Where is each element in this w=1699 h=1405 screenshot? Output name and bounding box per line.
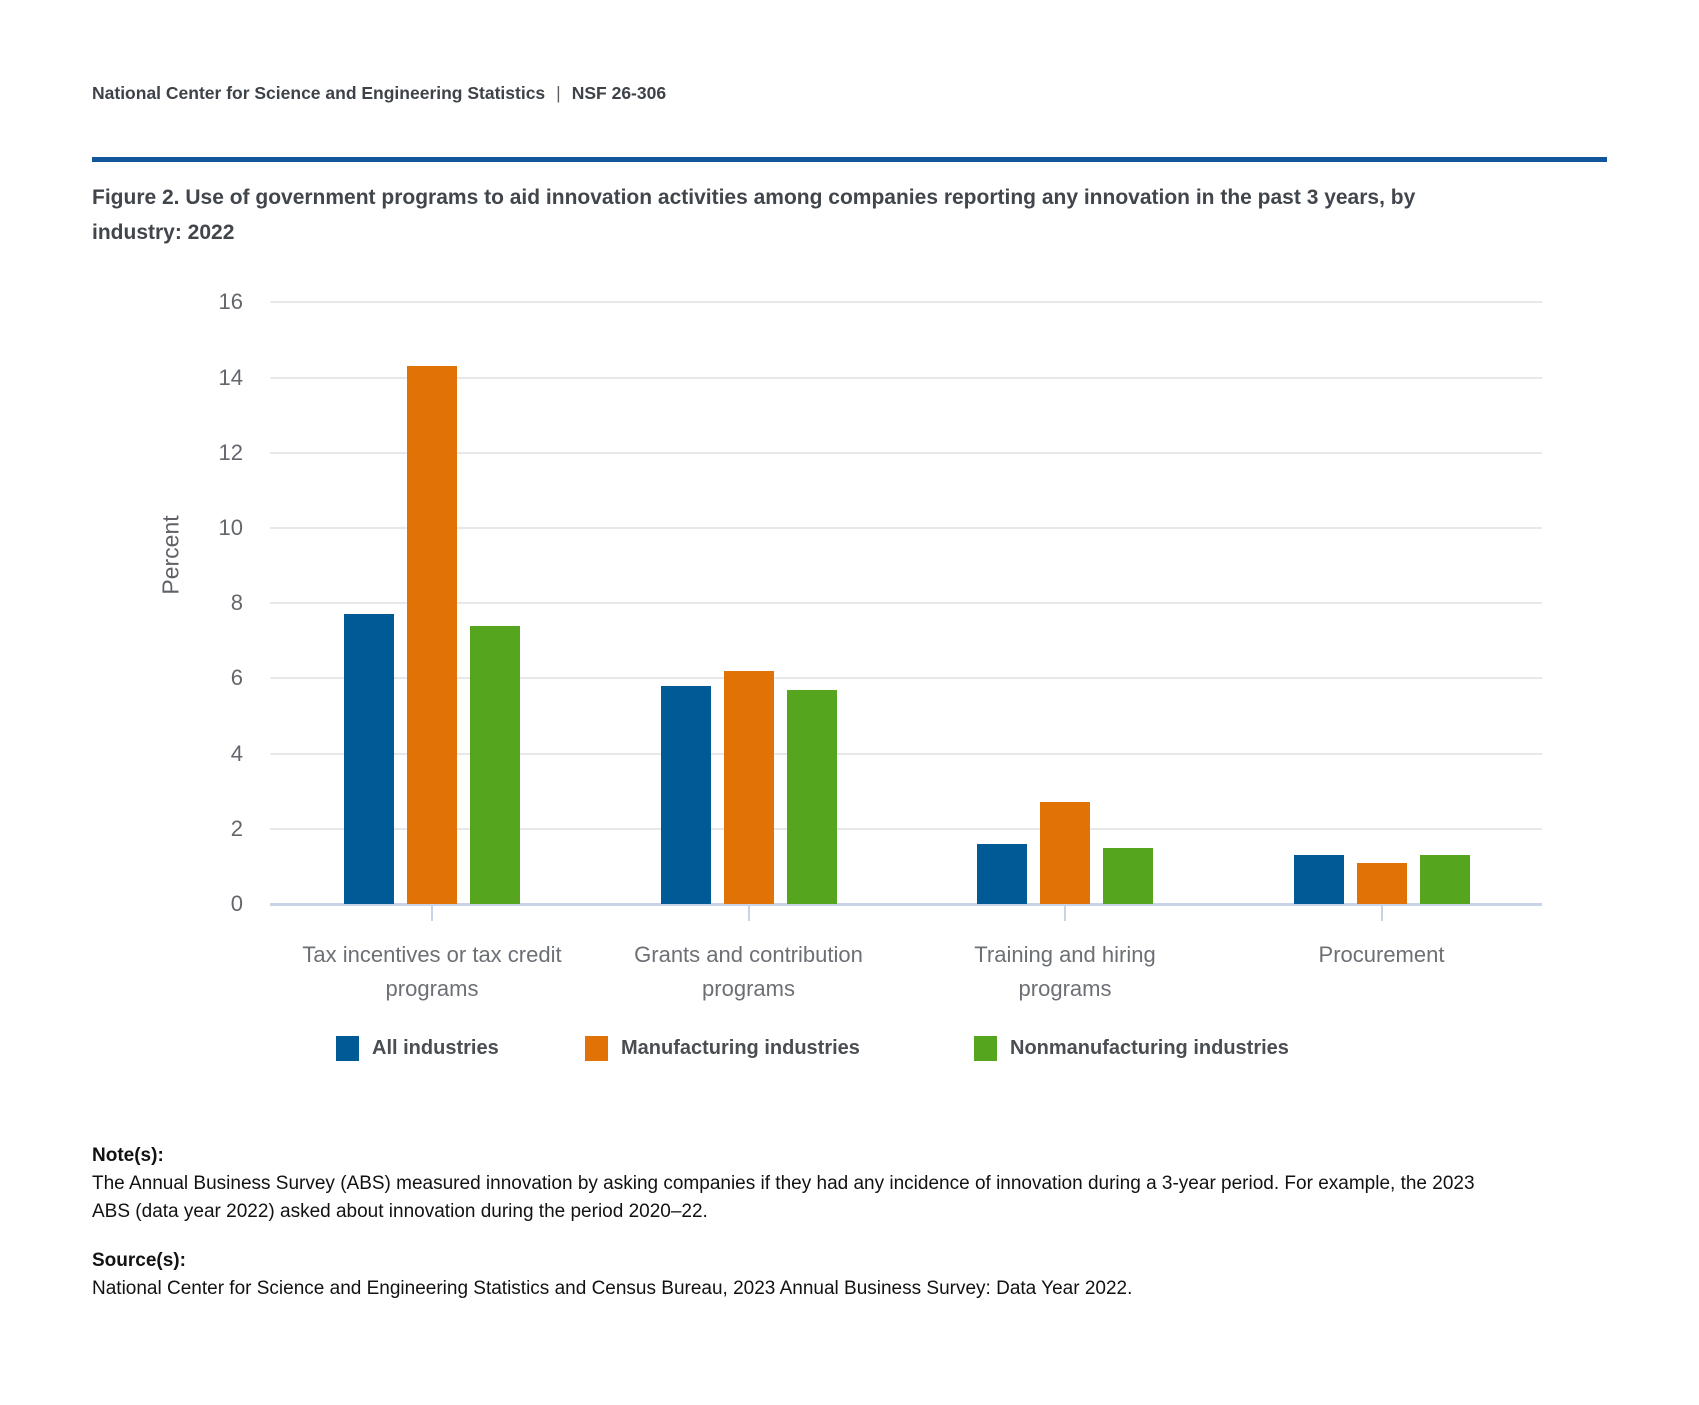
legend-label: Nonmanufacturing industries (1010, 1037, 1289, 1059)
bar-manufacturing-industries-group-3 (1040, 802, 1090, 904)
bar-all-industries-group-3 (977, 843, 1027, 904)
x-axis-category-label: Training and hiring programs (895, 938, 1235, 1006)
legend-item-manufacturing-industries: Manufacturing industries (585, 1036, 860, 1061)
x-axis-category-label-line: programs (702, 976, 795, 1001)
legend-swatch (974, 1036, 997, 1061)
x-axis-category-label: Grants and contribution programs (579, 938, 919, 1006)
bar-nonmanufacturing-industries-group-2 (786, 689, 837, 904)
source-text: National Center for Science and Engineer… (92, 1278, 1133, 1299)
x-axis-category-label-line: Grants and contribution (634, 942, 863, 967)
y-axis-title: Percent (157, 515, 184, 595)
y-axis-tick-label: 6 (230, 665, 243, 691)
y-axis-tick-label: 8 (230, 590, 243, 616)
gridline-12 (270, 451, 1542, 454)
x-axis-tick (1064, 905, 1066, 921)
bar-manufacturing-industries-group-4 (1356, 862, 1407, 904)
legend-label: Manufacturing industries (621, 1037, 860, 1059)
gridline-2 (270, 827, 1542, 830)
x-axis-tick (431, 905, 433, 921)
x-axis-tick (1380, 905, 1383, 921)
report-header: National Center for Science and Engineer… (92, 83, 666, 104)
bar-nonmanufacturing-industries-group-3 (1103, 847, 1153, 904)
figure-2-bar-chart: 0 2 4 6 8 10 12 14 16 Percent Tax incentives or ta… (157, 289, 1552, 1061)
x-axis-category-label-line: Tax incentives or tax credit (302, 942, 562, 967)
bar-all-industries-group-1 (344, 614, 394, 904)
notes-label: Note(s): (92, 1145, 164, 1166)
source-label: Source(s): (92, 1250, 186, 1271)
report-number: NSF 26-306 (571, 83, 667, 103)
bar-all-industries-group-2 (660, 685, 711, 904)
x-axis-category-label-line: Training and hiring (974, 942, 1156, 967)
bar-manufacturing-industries-group-1 (407, 366, 457, 904)
legend-swatch (336, 1036, 359, 1061)
gridline-16 (270, 301, 1542, 304)
header-accent-rule (92, 157, 1607, 162)
bar-all-industries-group-4 (1293, 855, 1344, 904)
legend-label: All industries (372, 1037, 499, 1059)
x-axis-category-label: Procurement (1212, 938, 1552, 972)
figure-title-line-2: industry: 2022 (92, 221, 235, 244)
gridline-10 (270, 527, 1542, 529)
notes-text-line-2: ABS (data year 2022) asked about innovat… (92, 1201, 708, 1222)
gridline-14 (270, 376, 1542, 379)
gridline-8 (270, 602, 1542, 605)
notes-text-line-1: The Annual Business Survey (ABS) measure… (92, 1173, 1475, 1194)
x-axis-tick (747, 905, 750, 921)
y-axis-tick-label: 16 (218, 289, 243, 315)
y-axis-tick-label: 4 (230, 740, 243, 766)
gridline-4 (270, 752, 1542, 755)
figure-title: Figure 2. Use of government programs to … (92, 180, 1652, 250)
notes-section: Note(s): The Annual Business Survey (ABS… (92, 1142, 1652, 1303)
bar-manufacturing-industries-group-2 (723, 670, 774, 904)
agency-name: National Center for Science and Engineer… (92, 83, 546, 103)
bar-nonmanufacturing-industries-group-1 (470, 625, 520, 904)
x-axis-line (270, 903, 1542, 906)
y-axis-tick-label: 2 (230, 815, 243, 841)
figure-title-line-1: Figure 2. Use of government programs to … (92, 186, 1416, 209)
y-axis-tick-label: 10 (218, 515, 243, 540)
y-axis-tick-label: 14 (218, 364, 243, 390)
header-divider: | (556, 83, 561, 103)
bar-nonmanufacturing-industries-group-4 (1419, 855, 1470, 904)
gridline-6 (270, 677, 1542, 680)
x-axis-category-label-line: programs (385, 976, 479, 1001)
x-axis-category-label-line: programs (1018, 976, 1112, 1001)
y-axis-tick-label: 0 (230, 891, 243, 916)
legend-item-nonmanufacturing-industries: Nonmanufacturing industries (974, 1036, 1289, 1061)
x-axis-category-label: Tax incentives or tax credit programs (262, 938, 602, 1006)
legend-item-all-industries: All industries (336, 1036, 499, 1061)
y-axis-tick-label: 12 (218, 439, 243, 465)
x-axis-category-label-line: Procurement (1318, 942, 1445, 967)
legend-swatch (585, 1036, 608, 1061)
